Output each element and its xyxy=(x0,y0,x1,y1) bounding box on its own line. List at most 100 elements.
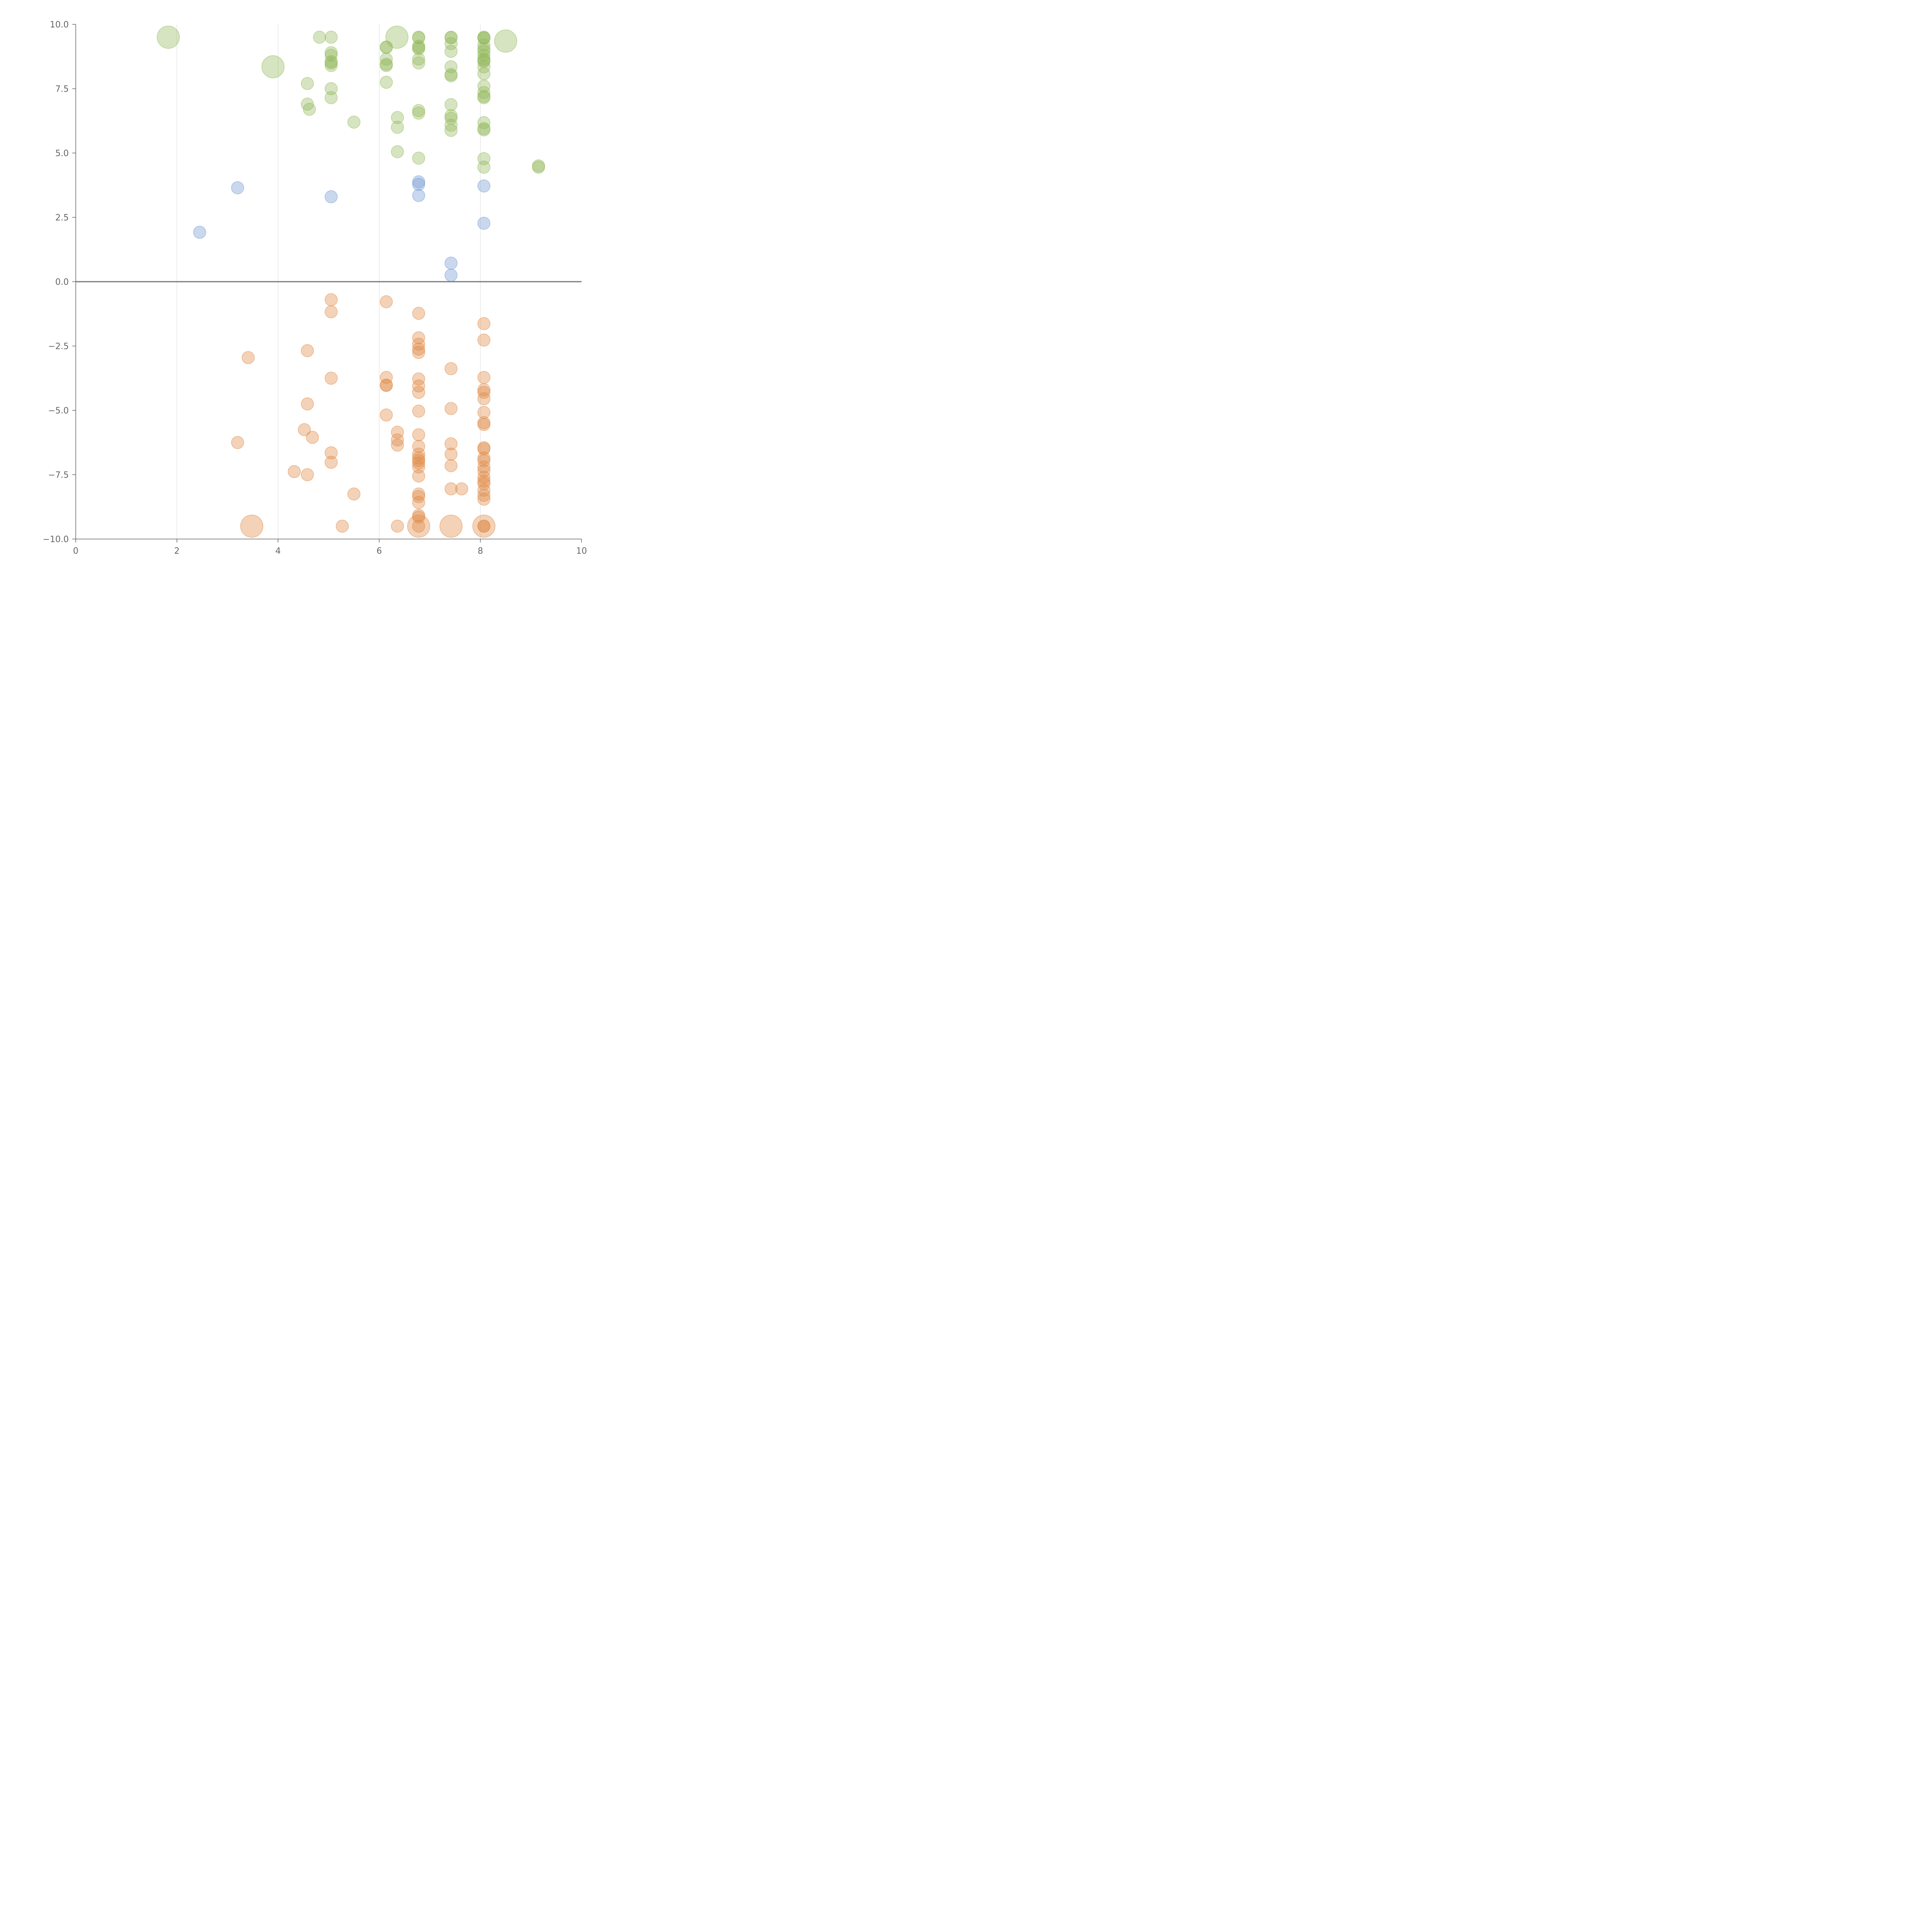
orange-point-28 xyxy=(412,307,425,320)
orange-point-24 xyxy=(391,425,404,439)
orange-point-17 xyxy=(336,519,349,533)
orange-point-57 xyxy=(455,482,468,495)
orange-point-2 xyxy=(439,514,463,538)
x-tick-label-4: 8 xyxy=(478,546,483,556)
orange-point-53 xyxy=(444,437,458,451)
blue-point-5 xyxy=(412,189,425,202)
green-point-35 xyxy=(412,151,425,165)
orange-point-52 xyxy=(444,402,458,415)
green-point-34 xyxy=(412,107,425,120)
green-point-10 xyxy=(325,55,338,68)
x-tick-label-3: 6 xyxy=(376,546,382,556)
orange-point-12 xyxy=(325,293,338,306)
green-point-53 xyxy=(477,45,491,58)
orange-point-38 xyxy=(412,440,425,453)
orange-point-44 xyxy=(412,469,425,483)
green-point-5 xyxy=(325,31,338,44)
green-point-39 xyxy=(444,45,458,58)
blue-point-7 xyxy=(444,269,458,282)
orange-point-1 xyxy=(407,514,430,538)
green-point-4 xyxy=(313,31,326,44)
orange-point-8 xyxy=(298,423,311,436)
green-point-14 xyxy=(301,97,314,111)
x-tick-label-1: 2 xyxy=(174,546,180,556)
orange-point-33 xyxy=(412,372,425,386)
green-point-9 xyxy=(325,59,338,72)
blue-point-1 xyxy=(231,181,244,194)
orange-point-11 xyxy=(301,344,314,357)
orange-point-78 xyxy=(477,493,491,506)
orange-point-10 xyxy=(301,397,314,411)
orange-point-76 xyxy=(477,483,491,497)
orange-point-14 xyxy=(325,372,338,385)
green-point-50 xyxy=(477,32,491,45)
y-tick-label-1: 7.5 xyxy=(55,85,69,94)
label-layer: 0 2 4 6 8 10 10.0 7.5 5.0 2.5 0.0 −2.5 −5.0 −7.5 −10.0 xyxy=(43,20,587,556)
orange-point-4 xyxy=(242,351,255,364)
blue-point-4 xyxy=(412,178,425,191)
orange-point-49 xyxy=(412,510,425,524)
orange-point-55 xyxy=(444,459,458,472)
green-point-68 xyxy=(477,160,491,174)
bubble-layer xyxy=(156,26,545,538)
green-point-25 xyxy=(391,145,404,158)
orange-point-16 xyxy=(325,456,338,469)
y-tick-label-3: 2.5 xyxy=(55,213,69,223)
orange-point-32 xyxy=(412,346,425,359)
orange-point-63 xyxy=(477,392,491,405)
y-tick-label-2: 5.0 xyxy=(55,149,69,158)
green-point-22 xyxy=(379,76,393,89)
green-point-59 xyxy=(477,67,491,80)
y-tick-label-6: −5.0 xyxy=(48,406,69,416)
orange-point-80 xyxy=(477,519,491,533)
orange-point-3 xyxy=(472,514,496,538)
green-point-38 xyxy=(444,37,458,50)
orange-point-35 xyxy=(412,386,425,399)
orange-point-6 xyxy=(287,465,301,478)
orange-point-43 xyxy=(412,460,425,474)
green-point-2 xyxy=(385,26,408,49)
orange-point-0 xyxy=(240,514,264,538)
y-tick-label-0: 10.0 xyxy=(50,20,69,30)
orange-point-66 xyxy=(477,418,491,431)
green-point-15 xyxy=(303,103,316,116)
orange-point-47 xyxy=(412,496,425,509)
green-point-12 xyxy=(325,82,338,95)
green-point-70 xyxy=(532,160,545,174)
x-tick-label-2: 4 xyxy=(276,546,281,556)
green-point-43 xyxy=(444,98,458,111)
blue-point-8 xyxy=(477,179,491,192)
green-point-31 xyxy=(412,53,425,66)
green-point-21 xyxy=(379,59,393,72)
green-point-58 xyxy=(477,60,491,73)
green-point-0 xyxy=(156,26,180,49)
orange-point-60 xyxy=(477,371,491,384)
green-point-32 xyxy=(412,56,425,70)
orange-point-71 xyxy=(477,460,491,474)
blue-point-6 xyxy=(444,257,458,270)
orange-point-50 xyxy=(412,519,425,533)
blue-point-0 xyxy=(193,226,206,239)
orange-point-23 xyxy=(379,408,393,422)
green-point-40 xyxy=(444,60,458,73)
green-point-13 xyxy=(325,91,338,104)
green-point-24 xyxy=(391,121,404,134)
orange-point-5 xyxy=(231,436,244,449)
orange-point-20 xyxy=(379,371,393,384)
orange-point-36 xyxy=(412,405,425,418)
green-point-46 xyxy=(444,119,458,132)
green-point-16 xyxy=(347,116,361,129)
x-tick-label-0: 0 xyxy=(73,546,78,556)
orange-point-51 xyxy=(444,362,458,375)
green-point-11 xyxy=(301,77,314,90)
orange-point-59 xyxy=(477,333,491,347)
orange-point-7 xyxy=(301,468,314,481)
orange-point-15 xyxy=(325,446,338,459)
orange-point-22 xyxy=(379,379,393,392)
green-point-42 xyxy=(444,69,458,82)
green-point-1 xyxy=(261,55,285,78)
orange-point-26 xyxy=(391,439,404,452)
green-point-30 xyxy=(412,41,425,54)
y-tick-label-7: −7.5 xyxy=(48,471,69,480)
orange-point-19 xyxy=(379,295,393,308)
